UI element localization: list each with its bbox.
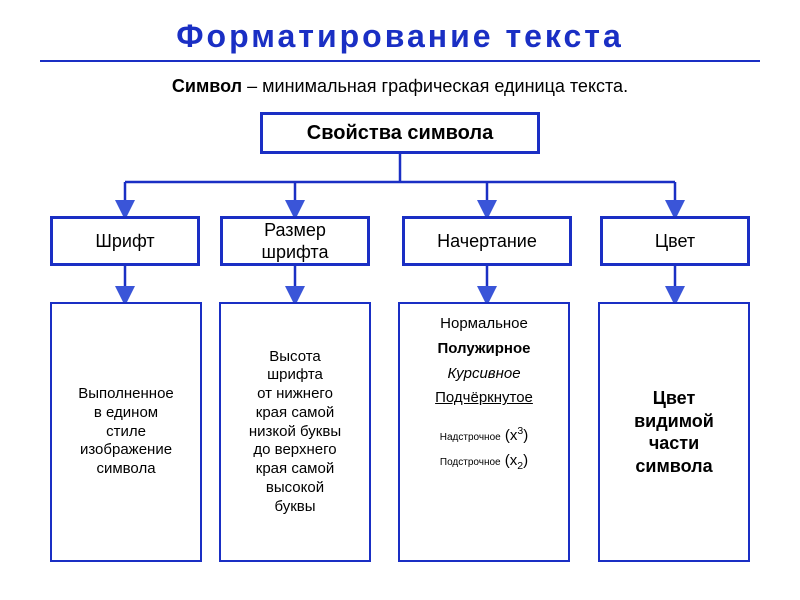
level2-desc-1: Высота шрифта от нижнего края самой низк… bbox=[219, 302, 371, 562]
root-label: Свойства символа bbox=[307, 121, 493, 146]
subtitle: Символ – минимальная графическая единица… bbox=[0, 76, 800, 97]
level1-node-style: Начертание bbox=[402, 216, 572, 266]
level1-node-font: Шрифт bbox=[50, 216, 200, 266]
level1-node-color: Цвет bbox=[600, 216, 750, 266]
root-node: Свойства символа bbox=[260, 112, 540, 154]
level2-desc-2: НормальноеПолужирноеКурсивноеПодчёркнуто… bbox=[398, 302, 570, 562]
level2-desc-3: Цвет видимой части символа bbox=[598, 302, 750, 562]
title-underline bbox=[40, 60, 760, 62]
level1-node-size: Размер шрифта bbox=[220, 216, 370, 266]
subtitle-bold: Символ bbox=[172, 76, 242, 96]
level2-desc-0: Выполненное в едином стиле изображение с… bbox=[50, 302, 202, 562]
subtitle-rest: – минимальная графическая единица текста… bbox=[242, 76, 628, 96]
title-text: Форматирование текста bbox=[176, 18, 624, 54]
page-title: Форматирование текста bbox=[0, 18, 800, 55]
